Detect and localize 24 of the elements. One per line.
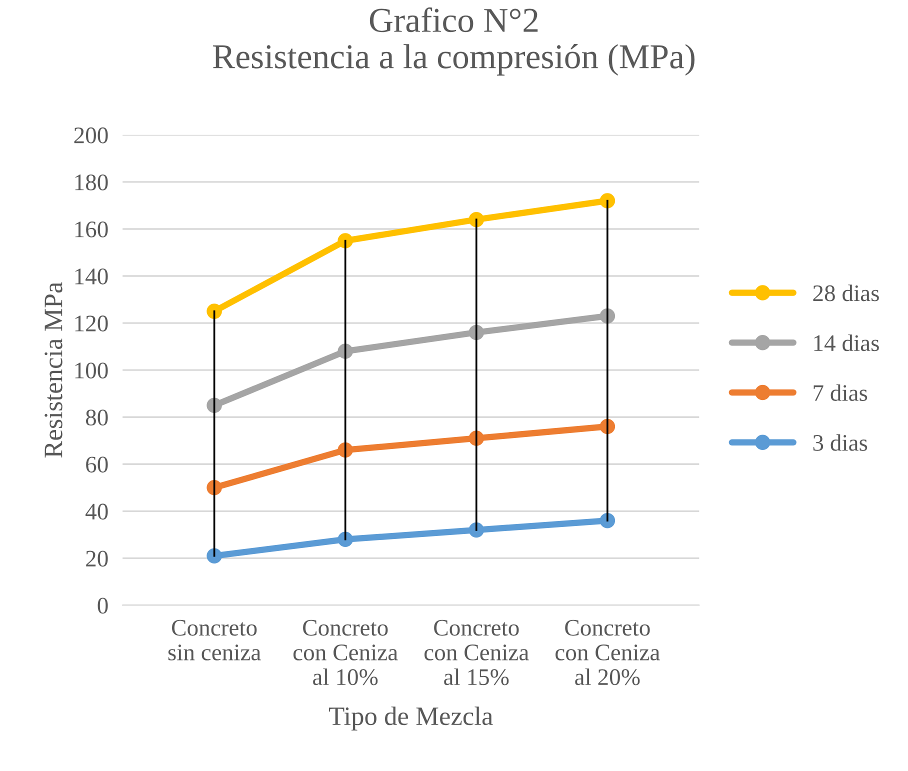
y-tick-label: 80 [86, 410, 108, 426]
point [206, 548, 222, 564]
x-tick-label: Concreto con Ceniza al 20% [556, 620, 660, 686]
legend-label: 3 dias [813, 434, 868, 451]
x-axis-title: Tipo de Mezcla [329, 706, 493, 731]
legend-label: 7 dias [814, 384, 868, 402]
legend-label: 28 dias [813, 284, 879, 302]
y-axis-title: Resistencia MPa [44, 282, 62, 458]
y-tick-label: 140 [75, 268, 108, 284]
x-tick-label: Concreto sin ceniza [168, 620, 261, 660]
y-tick-label: 180 [75, 174, 108, 190]
legend-label: 14 dias [814, 334, 879, 352]
x-tick-label: Concreto con Ceniza al 10% [293, 620, 398, 686]
y-tick-label: 160 [75, 221, 108, 238]
point [206, 304, 222, 319]
y-tick-label: 200 [74, 127, 108, 144]
x-tick-label: Concreto con Ceniza al 15% [424, 620, 529, 686]
chart-title: Grafico N°2 Resistencia a la compresión (MPa) [212, 7, 694, 76]
y-tick-label: 60 [86, 456, 108, 473]
y-tick-label: 0 [98, 598, 108, 614]
y-tick-label: 100 [75, 362, 108, 379]
y-tick-label: 40 [86, 504, 108, 520]
y-tick-label: 120 [75, 316, 108, 332]
y-tick-label: 20 [86, 550, 108, 567]
